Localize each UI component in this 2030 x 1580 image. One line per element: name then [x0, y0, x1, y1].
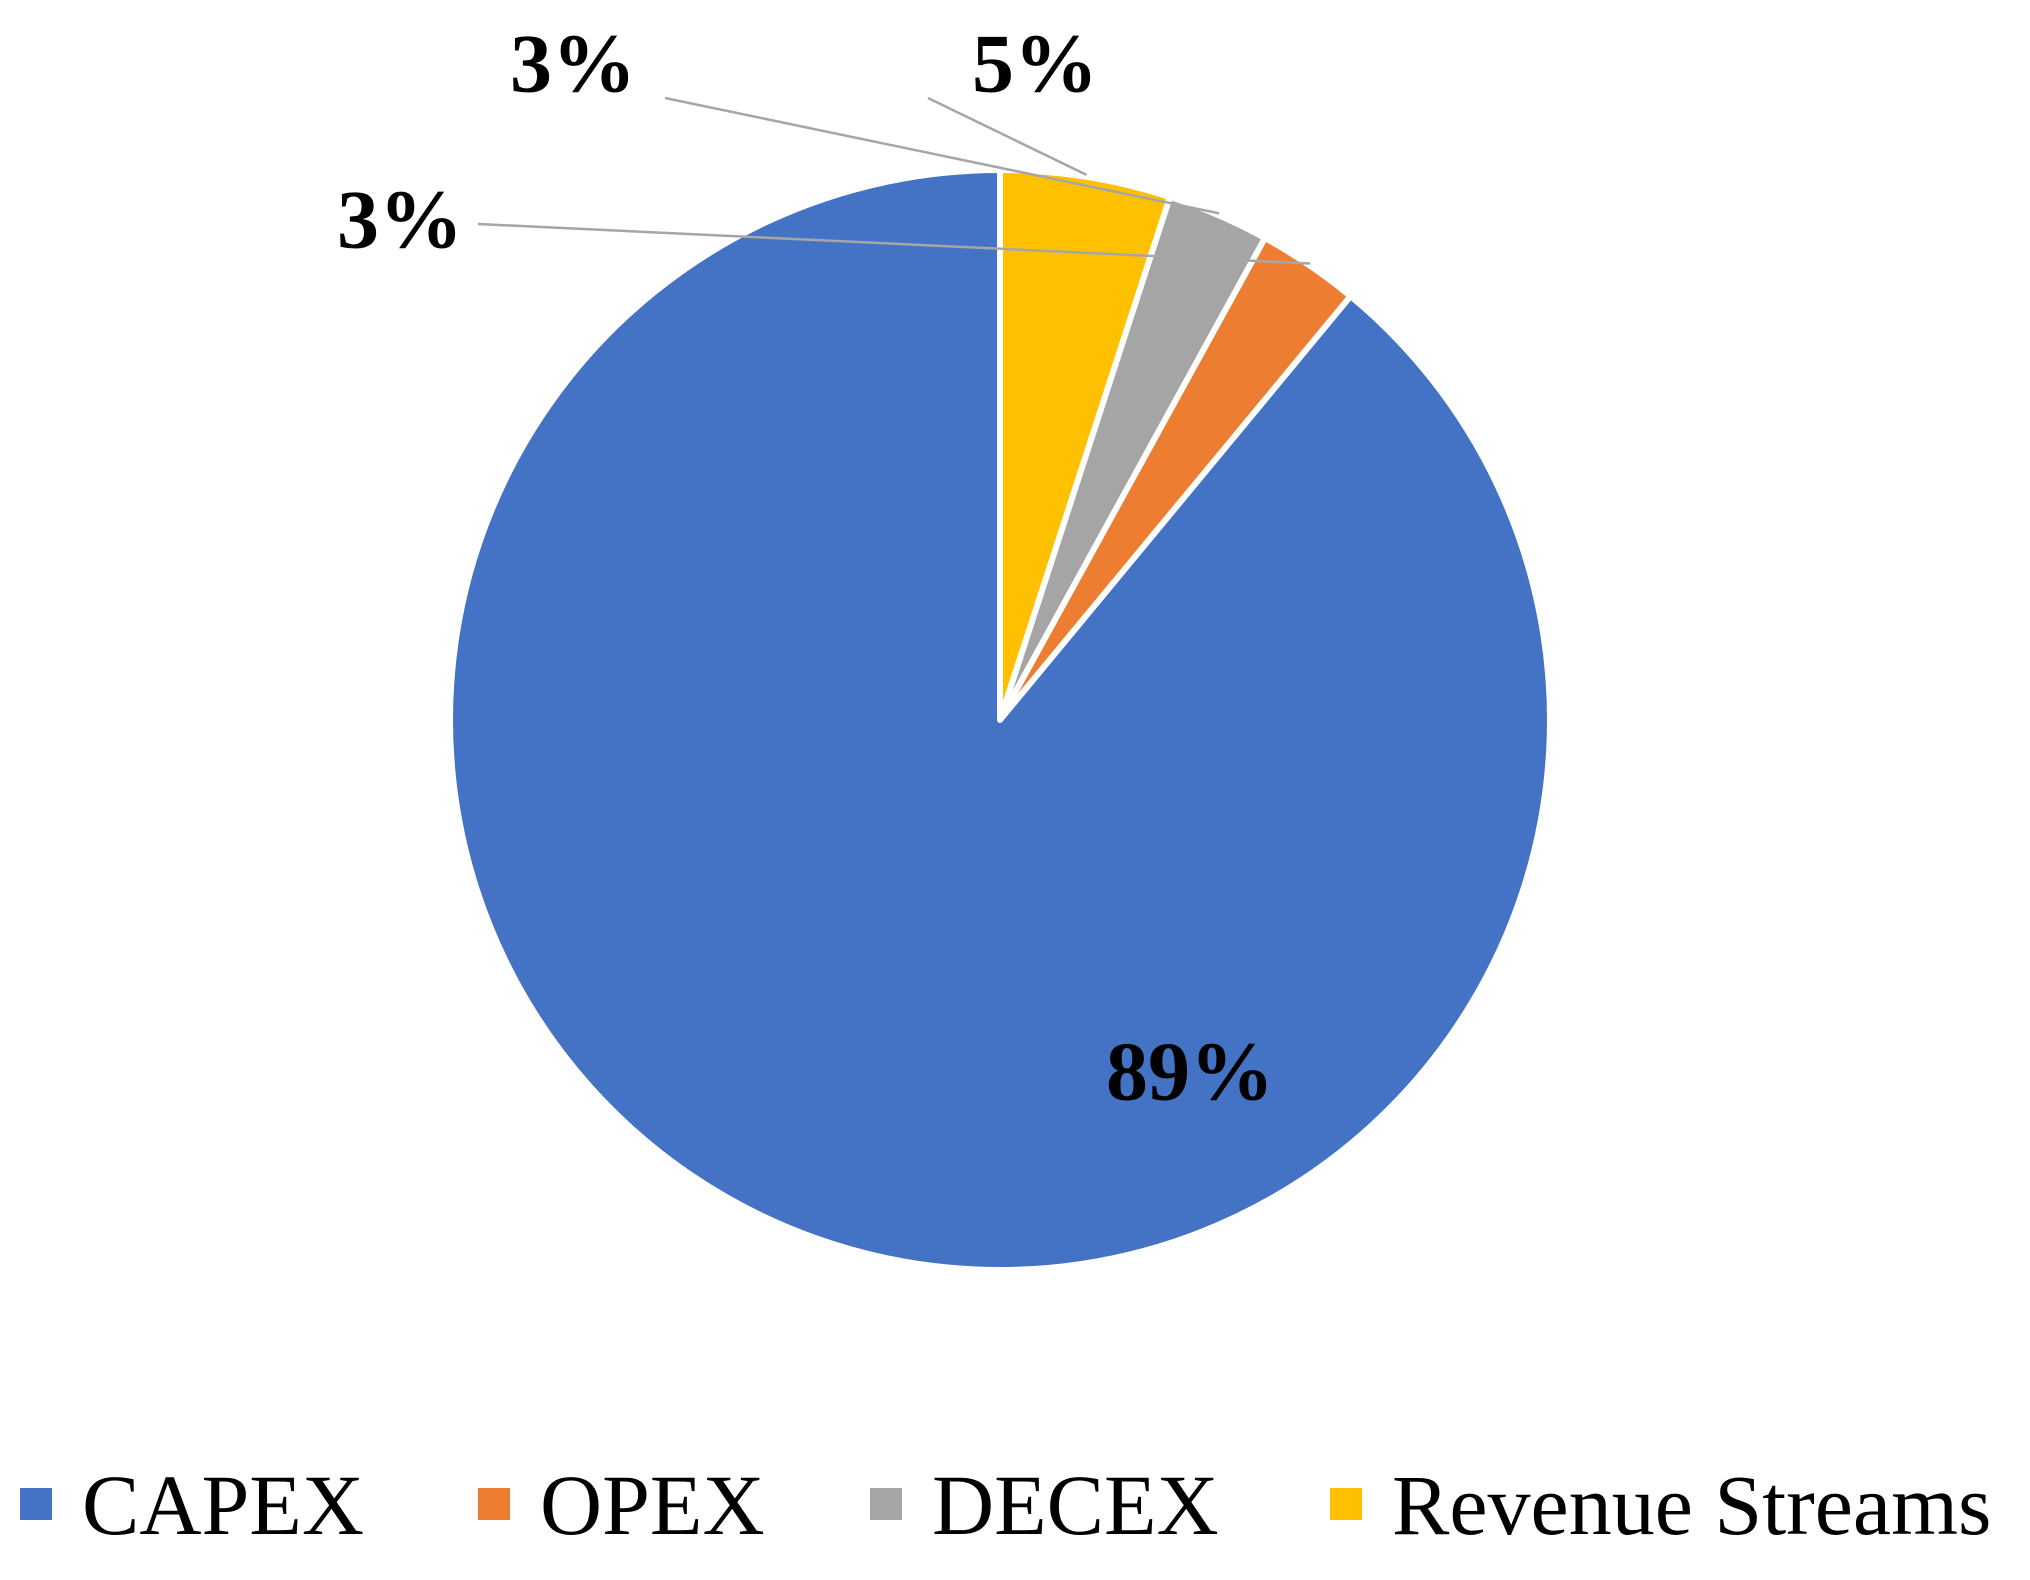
legend-item-decex: DECEX — [870, 1457, 1219, 1553]
legend-label-capex: CAPEX — [82, 1457, 364, 1553]
legend-swatch-capex — [20, 1488, 52, 1520]
data-labels: 89% 3% 3% 5% — [337, 17, 1274, 1118]
data-label-revenue-streams: 5% — [972, 17, 1098, 110]
legend: CAPEX OPEX DECEX Revenue Streams — [20, 1457, 1991, 1553]
data-label-capex: 89% — [1106, 1025, 1274, 1118]
legend-swatch-opex — [478, 1488, 510, 1520]
data-label-opex: 3% — [337, 173, 463, 266]
leader-lines — [477, 96, 1311, 265]
legend-item-capex: CAPEX — [20, 1457, 364, 1553]
pie-slices — [447, 167, 1553, 1273]
legend-label-opex: OPEX — [540, 1457, 765, 1553]
legend-label-revenue-streams: Revenue Streams — [1392, 1457, 1991, 1553]
legend-swatch-decex — [870, 1488, 902, 1520]
slice-capex — [447, 167, 1553, 1273]
data-label-decex: 3% — [510, 17, 636, 110]
leader-line-decex — [664, 96, 1220, 215]
leader-line-opex — [477, 222, 1311, 265]
legend-item-revenue-streams: Revenue Streams — [1330, 1457, 1991, 1553]
legend-swatch-revenue-streams — [1330, 1488, 1362, 1520]
legend-item-opex: OPEX — [478, 1457, 765, 1553]
legend-label-decex: DECEX — [932, 1457, 1219, 1553]
leader-line-revenue-streams — [927, 96, 1087, 176]
